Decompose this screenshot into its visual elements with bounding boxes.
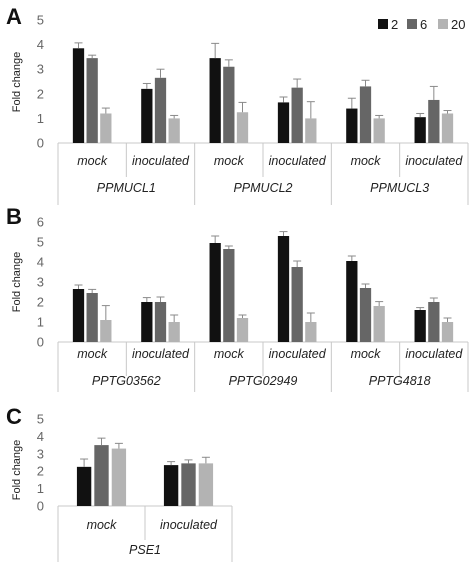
panel-b-group-label: PPTG03562: [92, 374, 161, 388]
panel-c-y-tick-label: 4: [37, 429, 44, 444]
panel-b-bar-series-2: [414, 310, 426, 342]
panel-b-bar-series-6: [359, 288, 372, 342]
panel-a-y-axis-title: Fold change: [11, 52, 23, 113]
panel-a-bar-series-6: [359, 86, 372, 143]
panel-c-y-tick-label: 5: [37, 412, 44, 427]
panel-b-bar-series-2: [209, 243, 221, 342]
panel-c-y-tick-label: 0: [37, 499, 44, 514]
panel-letter-b: B: [6, 204, 22, 229]
panel-a-bar-series-20: [100, 113, 112, 143]
panel-a-bar-series-20: [373, 118, 385, 143]
panel-letter-a: A: [6, 4, 22, 29]
panel-a-bar-series-6: [223, 66, 235, 143]
panel-a-group-label: PPMUCL1: [97, 181, 156, 195]
panel-b-group-label: PPTG4818: [369, 374, 431, 388]
panel-c-bar-series-2: [76, 466, 92, 506]
panel-b-category-label: inoculated: [132, 347, 190, 361]
panel-b-bar-series-6: [291, 267, 303, 342]
panel-letter-c: C: [6, 404, 22, 429]
legend-label-20: 20: [451, 17, 465, 32]
panel-a-bar-series-2: [209, 58, 221, 143]
panel-b-bar-series-20: [100, 320, 112, 342]
panel-a-bar-series-20: [236, 112, 249, 143]
panel-b-bar-series-2: [141, 302, 153, 342]
panel-c-bar-series-20: [111, 448, 127, 506]
panel-b-category-label: mock: [77, 347, 108, 361]
panel-c-y-tick-label: 1: [37, 481, 44, 496]
panel-a-y-tick-label: 2: [37, 86, 44, 101]
panel-a-y-tick-label: 4: [37, 37, 44, 52]
panel-b-category-label: inoculated: [269, 347, 327, 361]
panel-c-bar-series-6: [94, 445, 109, 506]
panel-a-group-label: PPMUCL2: [233, 181, 292, 195]
panel-b-bar-series-2: [277, 236, 290, 342]
panel-b-bar-series-6: [86, 293, 98, 342]
panel-b-category-label: mock: [214, 347, 245, 361]
panel-a-bar-series-6: [86, 58, 98, 143]
panel-c-bar-series-2: [163, 465, 179, 506]
panel-a-bar-series-6: [291, 87, 303, 143]
panel-a-bar-series-20: [441, 113, 454, 143]
panel-a-bar-series-2: [346, 108, 358, 143]
panel-b-bar-series-6: [154, 302, 167, 342]
panel-a-category-label: mock: [77, 154, 108, 168]
panel-a-y-tick-label: 5: [37, 13, 44, 28]
panel-a-category-label: inoculated: [269, 154, 327, 168]
panel-a-bar-series-20: [168, 118, 180, 143]
panel-a-bar-series-6: [428, 99, 440, 143]
panel-a-y-tick-label: 0: [37, 136, 44, 151]
panel-c-category-label: inoculated: [160, 518, 218, 532]
panel-b-y-tick-label: 3: [37, 275, 44, 290]
panel-b-bar-series-6: [428, 302, 440, 342]
panel-c-bar-series-6: [181, 463, 196, 506]
panel-a-bar-series-2: [72, 48, 85, 143]
panel-b-bar-series-6: [223, 249, 235, 342]
legend-swatch-20: [438, 19, 448, 29]
panel-b-bar-series-20: [441, 322, 454, 342]
panel-c-group-label: PSE1: [129, 543, 161, 557]
legend-label-2: 2: [391, 17, 398, 32]
panel-b-y-tick-label: 4: [37, 255, 44, 270]
panel-a-category-label: mock: [214, 154, 245, 168]
panel-c-y-axis-title: Fold change: [11, 440, 23, 501]
panel-a-category-label: mock: [351, 154, 382, 168]
panel-a-bar-series-2: [414, 117, 426, 143]
panel-b-y-tick-label: 1: [37, 315, 44, 330]
panel-a-y-tick-label: 1: [37, 111, 44, 126]
panel-b-bar-series-20: [373, 306, 385, 342]
panel-b-bar-series-2: [72, 289, 85, 342]
panel-b-y-tick-label: 6: [37, 215, 44, 230]
legend-label-6: 6: [420, 17, 427, 32]
panel-b-y-tick-label: 2: [37, 295, 44, 310]
panel-c-y-tick-label: 3: [37, 446, 44, 461]
panel-a-y-tick-label: 3: [37, 62, 44, 77]
panel-b-group-label: PPTG02949: [229, 374, 298, 388]
panel-c-y-tick-label: 2: [37, 464, 44, 479]
panel-b-y-axis-title: Fold change: [11, 252, 23, 313]
panel-b-bar-series-20: [168, 322, 180, 342]
panel-c-category-label: mock: [87, 518, 118, 532]
panel-b-category-label: inoculated: [405, 347, 463, 361]
panel-b-y-tick-label: 0: [37, 335, 44, 350]
panel-c-bar-series-20: [198, 463, 214, 506]
panel-a-bar-series-2: [141, 88, 153, 143]
panel-a-bar-series-20: [305, 118, 317, 143]
panel-b-bar-series-20: [236, 318, 249, 342]
panel-b-category-label: mock: [351, 347, 382, 361]
panel-a-bar-series-2: [277, 102, 290, 143]
panel-b-bar-series-2: [346, 261, 358, 342]
panel-a-category-label: inoculated: [132, 154, 190, 168]
panel-b-y-tick-label: 5: [37, 235, 44, 250]
panel-a-bar-series-6: [154, 77, 167, 143]
panel-b-bar-series-20: [305, 322, 317, 342]
panel-a-category-label: inoculated: [405, 154, 463, 168]
legend-swatch-6: [407, 19, 417, 29]
panel-a-group-label: PPMUCL3: [370, 181, 429, 195]
legend-swatch-2: [378, 19, 388, 29]
